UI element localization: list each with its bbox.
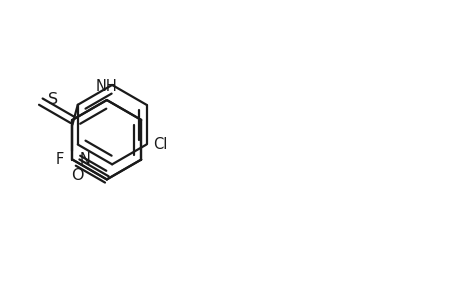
- Text: N: N: [79, 152, 90, 167]
- Text: S: S: [48, 92, 58, 107]
- Text: NH: NH: [95, 79, 117, 94]
- Text: O: O: [71, 168, 84, 183]
- Text: Cl: Cl: [153, 137, 168, 152]
- Text: F: F: [56, 152, 64, 167]
